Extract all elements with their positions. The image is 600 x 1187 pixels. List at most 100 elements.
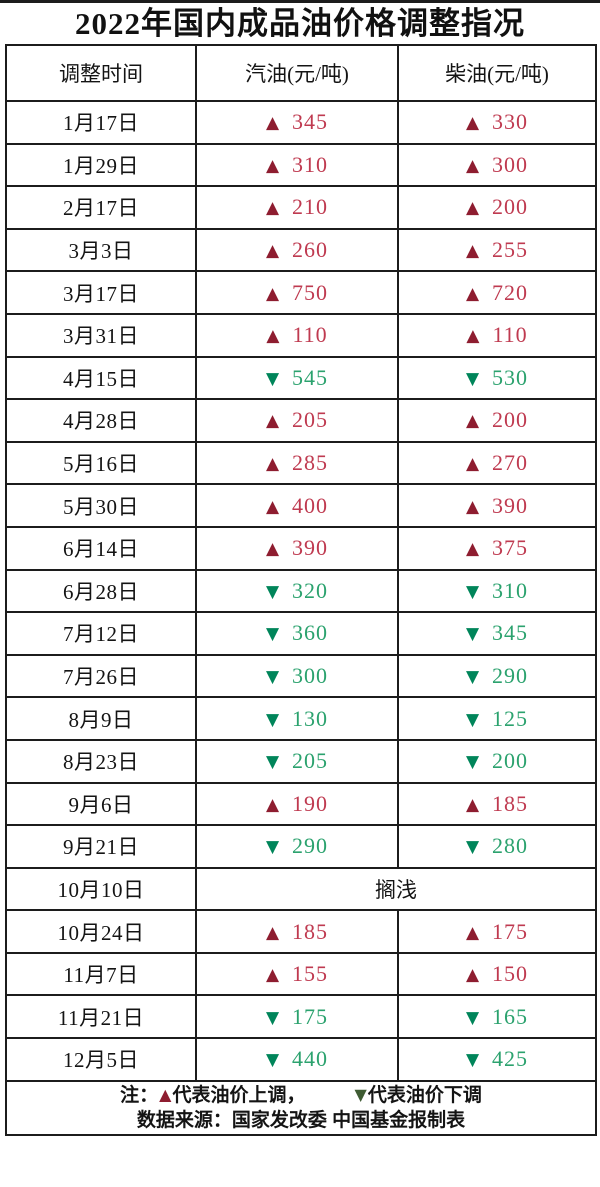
diesel-cell: ▼ 345 bbox=[397, 611, 597, 656]
diesel-cell: ▲ 200 bbox=[397, 185, 597, 230]
price-change-value: 290 bbox=[492, 663, 529, 689]
col-header-gasoline: 汽油(元/吨) bbox=[195, 44, 399, 102]
date-cell: 12月5日 bbox=[5, 1037, 197, 1082]
up-triangle-icon: ▲ bbox=[265, 241, 280, 262]
price-change-value: 400 bbox=[292, 492, 329, 518]
up-triangle-icon: ▲ bbox=[465, 283, 480, 304]
price-change-value: 425 bbox=[492, 1046, 529, 1072]
price-change-value: 270 bbox=[492, 450, 529, 476]
price-change-value: 280 bbox=[492, 833, 529, 859]
date-cell: 2月17日 bbox=[5, 185, 197, 230]
price-change-value: 255 bbox=[492, 237, 529, 263]
gasoline-cell: ▲ 110 bbox=[195, 312, 399, 358]
price-change-value: 375 bbox=[492, 535, 529, 561]
price-change-value: 720 bbox=[492, 279, 529, 305]
down-triangle-icon: ▼ bbox=[265, 624, 280, 645]
down-triangle-icon: ▼ bbox=[265, 667, 280, 688]
gasoline-cell: ▲ 205 bbox=[195, 398, 399, 443]
gasoline-cell: ▲ 185 bbox=[195, 909, 399, 954]
gasoline-cell: ▲ 210 bbox=[195, 185, 399, 230]
price-change-value: 545 bbox=[292, 364, 329, 390]
diesel-cell: ▲ 375 bbox=[397, 525, 597, 571]
price-change-value: 205 bbox=[292, 407, 329, 433]
table-row: 3月17日 ▲ 750 ▲ 720 bbox=[5, 270, 597, 315]
page-title: 2022年国内成品油价格调整指况 bbox=[0, 0, 600, 44]
table-row: 10月24日 ▲ 185 ▲ 175 bbox=[5, 909, 597, 954]
gasoline-cell: ▲ 310 bbox=[195, 142, 399, 188]
diesel-cell: ▼ 280 bbox=[397, 824, 597, 869]
price-change-value: 290 bbox=[292, 833, 329, 859]
diesel-cell: ▼ 165 bbox=[397, 994, 597, 1040]
date-cell: 3月31日 bbox=[5, 312, 197, 358]
date-cell: 11月7日 bbox=[5, 951, 197, 997]
up-triangle-icon: ▲ bbox=[159, 1085, 172, 1105]
table-row: 9月21日 ▼ 290 ▼ 280 bbox=[5, 824, 597, 869]
date-cell: 9月21日 bbox=[5, 824, 197, 869]
up-triangle-icon: ▲ bbox=[465, 922, 480, 943]
gasoline-cell: ▼ 205 bbox=[195, 738, 399, 784]
diesel-cell: ▲ 200 bbox=[397, 398, 597, 443]
up-triangle-icon: ▲ bbox=[465, 794, 480, 815]
up-triangle-icon: ▲ bbox=[465, 411, 480, 432]
price-change-value: 310 bbox=[492, 577, 529, 603]
gasoline-cell: ▲ 345 bbox=[195, 100, 399, 145]
down-triangle-icon: ▼ bbox=[465, 667, 480, 688]
diesel-cell: ▲ 110 bbox=[397, 312, 597, 358]
down-triangle-icon: ▼ bbox=[465, 837, 480, 858]
diesel-cell: ▲ 300 bbox=[397, 142, 597, 188]
price-change-value: 110 bbox=[492, 322, 528, 348]
down-triangle-icon: ▼ bbox=[465, 709, 480, 730]
table-row: 3月31日 ▲ 110 ▲ 110 bbox=[5, 312, 597, 358]
table-row: 9月6日 ▲ 190 ▲ 185 bbox=[5, 781, 597, 827]
gasoline-cell: ▼ 300 bbox=[195, 653, 399, 699]
price-change-value: 345 bbox=[292, 109, 329, 135]
diesel-cell: ▲ 390 bbox=[397, 483, 597, 528]
table-row: 7月12日 ▼ 360 ▼ 345 bbox=[5, 611, 597, 656]
price-change-value: 330 bbox=[492, 109, 529, 135]
price-change-value: 185 bbox=[492, 790, 529, 816]
price-change-value: 110 bbox=[292, 322, 328, 348]
up-triangle-icon: ▲ bbox=[465, 965, 480, 986]
date-cell: 1月17日 bbox=[5, 100, 197, 145]
table-row: 3月3日 ▲ 260 ▲ 255 bbox=[5, 227, 597, 273]
oil-price-adjustment-page: 2022年国内成品油价格调整指况 调整时间 汽油(元/吨) 柴油(元/吨) 1月… bbox=[0, 0, 600, 1136]
price-change-value: 185 bbox=[292, 918, 329, 944]
note-up-label: 代表油价上调， bbox=[172, 1085, 306, 1107]
date-cell: 5月30日 bbox=[5, 483, 197, 528]
up-triangle-icon: ▲ bbox=[265, 454, 280, 475]
date-cell: 10月24日 bbox=[5, 909, 197, 954]
gasoline-cell: ▼ 175 bbox=[195, 994, 399, 1040]
price-change-value: 125 bbox=[492, 705, 529, 731]
date-cell: 6月14日 bbox=[5, 525, 197, 571]
up-triangle-icon: ▲ bbox=[265, 496, 280, 517]
table-row: 1月17日 ▲ 345 ▲ 330 bbox=[5, 100, 597, 145]
up-triangle-icon: ▲ bbox=[266, 326, 280, 347]
stranded-cell: 搁浅 bbox=[195, 866, 597, 912]
price-change-value: 390 bbox=[492, 492, 529, 518]
price-change-value: 285 bbox=[292, 450, 329, 476]
diesel-cell: ▲ 720 bbox=[397, 270, 597, 315]
price-table: 调整时间 汽油(元/吨) 柴油(元/吨) 1月17日 ▲ 345 ▲ 330 1月29日 ▲… bbox=[5, 44, 597, 1136]
date-cell: 8月23日 bbox=[5, 738, 197, 784]
header-row: 调整时间 汽油(元/吨) 柴油(元/吨) bbox=[5, 44, 597, 102]
price-change-value: 320 bbox=[292, 577, 329, 603]
down-triangle-icon: ▼ bbox=[265, 1050, 280, 1071]
table-row: 6月28日 ▼ 320 ▼ 310 bbox=[5, 568, 597, 614]
diesel-cell: ▲ 270 bbox=[397, 440, 597, 486]
date-cell: 4月28日 bbox=[5, 398, 197, 443]
price-change-value: 155 bbox=[292, 961, 329, 987]
table-row: 5月16日 ▲ 285 ▲ 270 bbox=[5, 440, 597, 486]
gasoline-cell: ▲ 155 bbox=[195, 951, 399, 997]
col-header-diesel: 柴油(元/吨) bbox=[397, 44, 597, 102]
down-triangle-icon: ▼ bbox=[465, 1050, 480, 1071]
date-cell: 9月6日 bbox=[5, 781, 197, 827]
price-change-value: 190 bbox=[292, 790, 329, 816]
date-cell: 7月12日 bbox=[5, 611, 197, 656]
col-header-adjust-date: 调整时间 bbox=[5, 44, 197, 102]
table-row: 2月17日 ▲ 210 ▲ 200 bbox=[5, 185, 597, 230]
table-row: 4月15日 ▼ 545 ▼ 530 bbox=[5, 355, 597, 401]
down-triangle-icon: ▼ bbox=[354, 1085, 367, 1105]
price-change-value: 310 bbox=[292, 151, 329, 177]
up-triangle-icon: ▲ bbox=[465, 198, 480, 219]
up-triangle-icon: ▲ bbox=[466, 326, 480, 347]
